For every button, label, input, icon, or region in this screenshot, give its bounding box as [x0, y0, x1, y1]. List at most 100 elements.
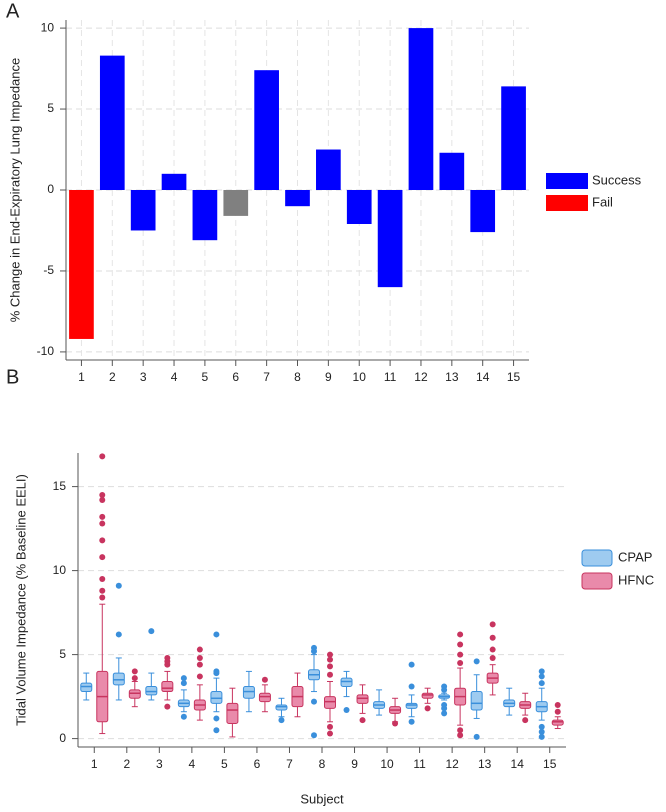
outlier	[392, 720, 399, 727]
box	[551, 719, 564, 726]
x-axis-label: Subject	[300, 791, 344, 806]
x-tick-label: 6	[254, 757, 261, 771]
x-tick-label: 2	[109, 370, 116, 384]
box	[356, 694, 369, 704]
x-tick-label: 13	[478, 757, 492, 771]
x-tick-label: 5	[221, 757, 228, 771]
bar	[470, 190, 496, 233]
y-tick-label: 10	[41, 20, 55, 34]
outlier	[99, 492, 106, 498]
outlier	[473, 658, 480, 665]
outlier	[538, 723, 545, 730]
outlier	[408, 661, 415, 668]
bar	[316, 149, 341, 190]
outlier	[359, 717, 366, 724]
outlier	[213, 668, 220, 675]
box	[145, 686, 158, 696]
outlier	[473, 733, 480, 740]
outlier	[99, 497, 106, 504]
outlier	[278, 717, 285, 724]
box	[470, 691, 483, 711]
x-tick-label: 12	[445, 757, 459, 771]
outlier	[538, 733, 545, 740]
y-tick-label: -5	[43, 263, 54, 277]
bar	[223, 190, 249, 216]
outlier	[457, 732, 464, 739]
x-tick-label: 3	[156, 757, 163, 771]
x-tick-label: 15	[507, 370, 521, 384]
outlier	[99, 520, 106, 527]
bar	[285, 190, 310, 207]
legend-label: CPAP	[618, 549, 652, 564]
x-tick-label: 8	[294, 370, 301, 384]
outlier	[99, 537, 106, 544]
outlier	[457, 631, 464, 638]
y-tick-label: 5	[59, 647, 66, 661]
x-tick-label: 4	[189, 757, 196, 771]
box	[161, 680, 174, 693]
outlier	[99, 576, 106, 582]
bar	[408, 28, 434, 190]
outlier	[180, 713, 187, 720]
x-tick-label: 2	[123, 757, 130, 771]
legend-swatch	[546, 173, 588, 189]
y-axis-label: % Change in End-Expiratory Lung Impedanc…	[7, 58, 22, 323]
bar	[192, 190, 218, 241]
outlier	[99, 453, 106, 460]
bar	[377, 190, 403, 288]
box	[112, 672, 125, 686]
box	[242, 686, 255, 699]
outlier	[99, 594, 106, 601]
box	[128, 689, 141, 699]
y-axis-label: Tidal Volume Impedance (% Baseline EELI)	[13, 474, 28, 726]
y-tick-label: 0	[47, 182, 54, 196]
outlier	[115, 582, 122, 589]
box	[210, 691, 223, 704]
outlier	[408, 683, 415, 690]
outlier	[311, 698, 317, 705]
box	[80, 682, 93, 693]
box	[226, 702, 239, 724]
bar	[501, 86, 526, 190]
outlier	[180, 680, 187, 687]
outlier	[538, 728, 545, 735]
outlier	[164, 654, 171, 661]
outlier	[327, 656, 333, 663]
outlier	[327, 730, 333, 737]
outlier	[522, 717, 529, 724]
outlier	[261, 676, 268, 683]
bar	[130, 190, 156, 231]
bar	[69, 190, 94, 339]
outlier	[408, 718, 415, 725]
legend-label: HFNC	[618, 572, 654, 587]
x-tick-label: 8	[319, 757, 326, 771]
bar	[346, 190, 372, 224]
x-tick-label: 14	[476, 370, 490, 384]
x-tick-label: 12	[414, 370, 428, 384]
box	[258, 692, 271, 703]
x-tick-label: 15	[543, 757, 557, 771]
outlier	[196, 661, 203, 668]
x-tick-label: 1	[91, 757, 98, 771]
outlier	[213, 631, 220, 638]
outlier	[343, 707, 350, 714]
box	[275, 704, 288, 711]
outlier	[538, 680, 545, 687]
outlier	[538, 673, 545, 680]
outlier	[164, 703, 171, 710]
x-tick-label: 7	[263, 370, 270, 384]
x-tick-label: 5	[202, 370, 209, 384]
x-tick-label: 1	[78, 370, 85, 384]
x-tick-label: 6	[232, 370, 239, 384]
x-tick-label: 11	[413, 757, 426, 771]
y-tick-label: 0	[59, 731, 66, 745]
x-tick-label: 10	[380, 757, 394, 771]
outlier	[457, 641, 464, 648]
box	[324, 696, 336, 709]
legend-swatch	[581, 572, 613, 590]
outlier	[311, 644, 317, 651]
outlier	[99, 554, 106, 561]
outlier	[148, 628, 155, 635]
x-tick-label: 9	[325, 370, 332, 384]
